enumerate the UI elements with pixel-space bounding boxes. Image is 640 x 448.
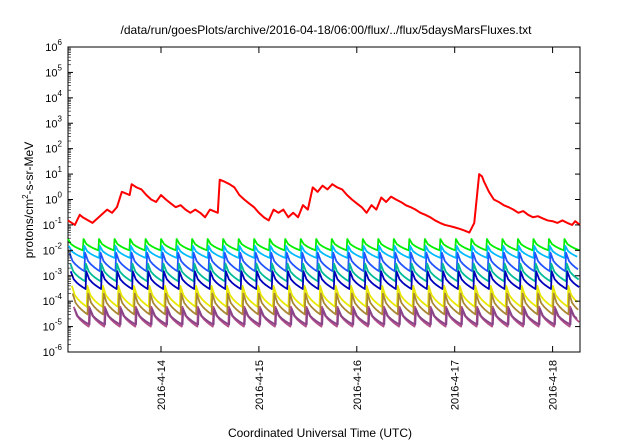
y-tick-label: 103 <box>45 114 62 130</box>
y-tick-label: 10-4 <box>43 292 63 308</box>
y-axis-label-prefix: protons/cm <box>22 199 36 258</box>
series-line-4 <box>69 262 580 283</box>
x-axis-ticks: 2016-4-14 2016-4-15 2016-4-16 2016-4-17 2016… <box>156 47 560 410</box>
y-tick-label: 101 <box>45 165 62 181</box>
y-tick-label: 10-5 <box>43 318 63 334</box>
series-line-3 <box>68 251 579 273</box>
series-line-1 <box>67 238 580 252</box>
y-axis-label-suffix: -s-sr-MeV <box>22 142 36 195</box>
plot-frame <box>67 46 581 353</box>
plot-area <box>67 46 581 353</box>
y-tick-label: 10-2 <box>43 241 63 257</box>
y-tick-label: 105 <box>45 63 62 79</box>
y-tick-label: 102 <box>45 140 62 156</box>
series-line-0 <box>67 173 581 234</box>
series-line-6 <box>71 284 578 308</box>
y-tick-label: 10-1 <box>43 216 63 232</box>
chart-title: /data/run/goesPlots/archive/2016-04-18/0… <box>121 23 533 37</box>
x-tick-label: 2016-4-15 <box>254 360 266 410</box>
y-tick-label: 10-6 <box>43 343 63 359</box>
x-tick-label: 2016-4-17 <box>450 360 462 410</box>
y-tick-label: 100 <box>45 191 62 207</box>
y-axis-label-sup: 2 <box>21 194 30 199</box>
y-tick-label: 104 <box>45 89 62 105</box>
series-line-7 <box>71 292 579 316</box>
y-tick-label: 106 <box>45 38 62 54</box>
series-layer <box>67 173 581 328</box>
x-tick-label: 2016-4-16 <box>352 360 364 410</box>
x-axis-label: Coordinated Universal Time (UTC) <box>228 426 412 440</box>
series-line-5 <box>69 270 580 290</box>
x-tick-label: 2016-4-18 <box>548 360 560 410</box>
y-axis-ticks: 10-6 10-5 10-4 10-3 10-2 10-1 100 101 102 103 104 1… <box>43 38 580 359</box>
y-axis-label: protons/cm2-s-sr-MeV <box>21 142 36 258</box>
series-line-2 <box>67 244 578 259</box>
x-tick-label: 2016-4-14 <box>156 360 168 410</box>
y-tick-label: 10-3 <box>43 267 63 283</box>
series-line-9 <box>73 307 578 326</box>
